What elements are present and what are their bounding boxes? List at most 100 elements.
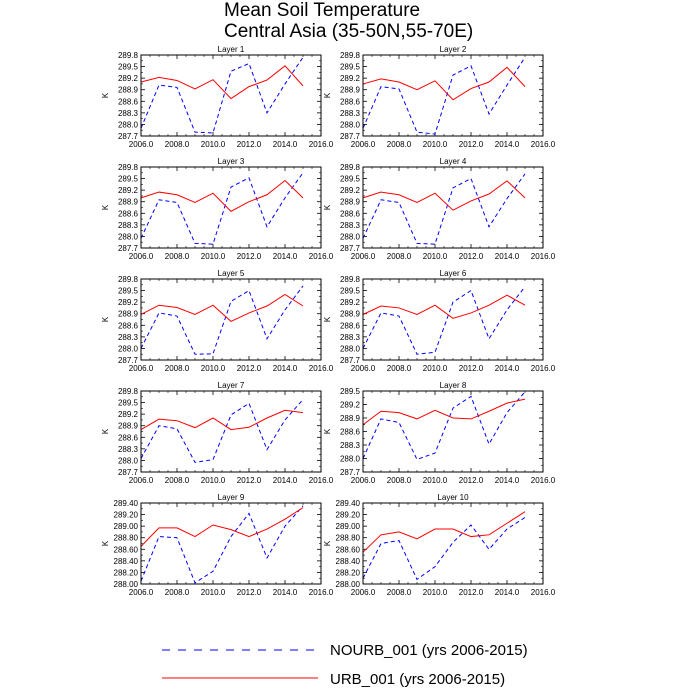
x-tick-label: 2016.0 [531, 588, 556, 597]
x-tick-label: 2006.0 [351, 252, 376, 261]
y-tick-label: 288.6 [118, 97, 139, 106]
y-tick-label: 288.60 [336, 545, 361, 554]
y-axis-label: K [323, 428, 332, 434]
chart-layer-2: Layer 2 K 2006.0 2008.0 2010.0 2012.0 2014.0 20… [323, 45, 556, 149]
x-tick-label: 2014.0 [273, 588, 298, 597]
x-tick-label: 2014.0 [495, 588, 520, 597]
chart-layer-9: Layer 9 K 2006.0 2008.0 2010.0 2012.0 2014.0 20… [101, 493, 334, 597]
series-urb-line [362, 66, 526, 101]
y-tick-label: 288.0 [340, 344, 361, 353]
y-tick-label: 288.0 [118, 232, 139, 241]
y-tick-label: 289.5 [118, 63, 139, 72]
x-tick-label: 2012.0 [237, 364, 262, 373]
chart-layer-6: Layer 6 K 2006.0 2008.0 2010.0 2012.0 2014.0 20… [323, 269, 556, 373]
y-tick-label: 289.8 [118, 387, 139, 396]
panels: Layer 1 K 2006.0 2008.0 2010.0 2012.0 2014.0 20… [101, 45, 556, 597]
x-tick-label: 2016.0 [531, 476, 556, 485]
chart-layer-5: Layer 5 K 2006.0 2008.0 2010.0 2012.0 2014.0 20… [101, 269, 334, 373]
y-tick-label: 288.3 [340, 221, 361, 230]
y-tick-label: 288.3 [118, 221, 139, 230]
y-tick-label: 288.3 [118, 445, 139, 454]
x-tick-label: 2010.0 [201, 588, 226, 597]
x-tick-label: 2008.0 [387, 364, 412, 373]
x-tick-label: 2012.0 [237, 476, 262, 485]
y-tick-label: 287.7 [118, 468, 139, 477]
x-tick-label: 2010.0 [423, 476, 448, 485]
y-tick-label: 287.7 [340, 468, 361, 477]
y-tick-label: 288.40 [114, 557, 139, 566]
x-tick-label: 2014.0 [273, 476, 298, 485]
y-tick-label: 288.9 [340, 310, 361, 319]
y-tick-label: 288.80 [336, 534, 361, 543]
series-urb-line [362, 294, 526, 319]
y-tick-label: 289.2 [118, 410, 139, 419]
x-tick-label: 2006.0 [129, 364, 154, 373]
y-tick-label: 289.00 [114, 522, 139, 531]
y-axis-label: K [323, 316, 332, 322]
x-tick-label: 2012.0 [459, 476, 484, 485]
y-tick-label: 287.7 [118, 132, 139, 141]
y-tick-label: 288.0 [340, 232, 361, 241]
series-nourb-line [362, 286, 526, 355]
y-tick-label: 289.8 [340, 163, 361, 172]
title-line-1: Mean Soil Temperature [224, 0, 421, 21]
y-tick-label: 289.5 [340, 287, 361, 296]
y-tick-label: 288.40 [336, 557, 361, 566]
y-tick-label: 289.2 [340, 186, 361, 195]
series-nourb-line [140, 505, 304, 584]
y-tick-label: 288.9 [118, 86, 139, 95]
y-tick-label: 289.2 [118, 74, 139, 83]
y-tick-label: 288.3 [340, 333, 361, 342]
x-tick-label: 2016.0 [309, 588, 334, 597]
plot-frame [362, 166, 544, 249]
y-tick-label: 288.9 [118, 198, 139, 207]
y-tick-label: 289.2 [340, 298, 361, 307]
y-tick-label: 289.5 [118, 175, 139, 184]
x-tick-label: 2006.0 [351, 364, 376, 373]
x-tick-label: 2010.0 [423, 140, 448, 149]
y-tick-label: 288.6 [118, 321, 139, 330]
x-tick-label: 2006.0 [351, 476, 376, 485]
plot-frame [140, 390, 322, 473]
y-tick-label: 288.6 [118, 209, 139, 218]
y-tick-label: 288.0 [340, 455, 361, 464]
y-tick-label: 289.40 [336, 499, 361, 508]
chart-title: Layer 9 [218, 493, 245, 502]
x-tick-label: 2010.0 [201, 476, 226, 485]
x-tick-label: 2008.0 [165, 476, 190, 485]
x-tick-label: 2008.0 [165, 588, 190, 597]
series-urb-line [362, 511, 526, 553]
x-tick-label: 2012.0 [237, 252, 262, 261]
chart-title: Layer 10 [437, 493, 469, 502]
y-axis-label: K [323, 540, 332, 546]
y-tick-label: 289.40 [114, 499, 139, 508]
series-nourb-line [362, 391, 526, 461]
y-tick-label: 289.00 [336, 522, 361, 531]
legend: NOURB_001 (yrs 2006-2015) URB_001 (yrs 2… [162, 642, 528, 688]
x-tick-label: 2008.0 [387, 140, 412, 149]
plot-frame [362, 502, 544, 585]
y-tick-label: 288.9 [340, 86, 361, 95]
y-tick-label: 288.9 [340, 198, 361, 207]
series-nourb-line [362, 57, 526, 135]
plot-frame [362, 390, 544, 473]
x-tick-label: 2014.0 [273, 252, 298, 261]
y-tick-label: 288.3 [118, 333, 139, 342]
chart-layer-8: Layer 8 K 2006.0 2008.0 2010.0 2012.0 2014.0 20… [323, 381, 556, 485]
x-tick-label: 2006.0 [351, 140, 376, 149]
chart-layer-10: Layer 10 K 2006.0 2008.0 2010.0 2012.0 2014.0 2… [323, 493, 556, 597]
plot-frame [140, 54, 322, 137]
y-tick-label: 288.9 [118, 422, 139, 431]
y-tick-label: 288.6 [118, 433, 139, 442]
y-tick-label: 287.7 [340, 244, 361, 253]
chart-title: Layer 3 [218, 157, 245, 166]
x-tick-label: 2008.0 [165, 140, 190, 149]
x-tick-label: 2016.0 [531, 364, 556, 373]
y-tick-label: 288.20 [114, 568, 139, 577]
y-tick-label: 289.20 [336, 511, 361, 520]
legend-urb-label: URB_001 (yrs 2006-2015) [330, 671, 505, 688]
x-tick-label: 2006.0 [129, 476, 154, 485]
x-tick-label: 2010.0 [201, 364, 226, 373]
x-tick-label: 2012.0 [459, 252, 484, 261]
y-tick-label: 289.8 [340, 275, 361, 284]
